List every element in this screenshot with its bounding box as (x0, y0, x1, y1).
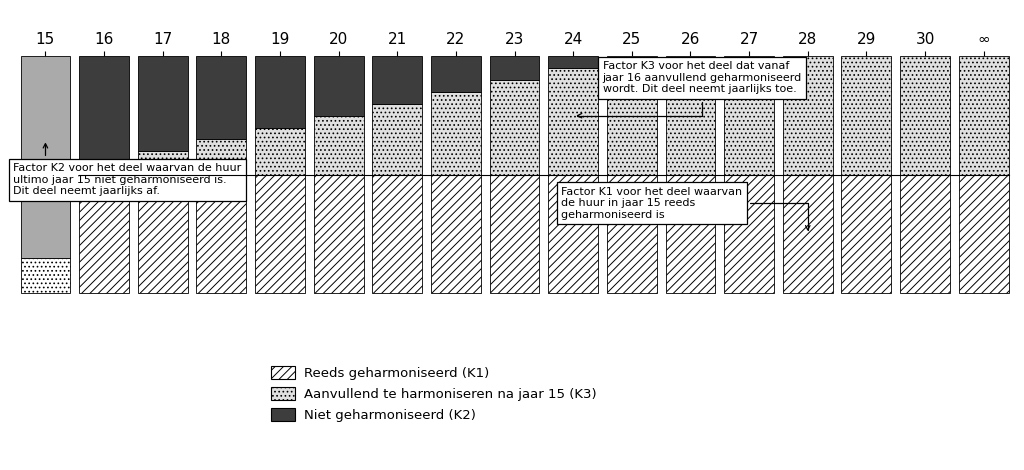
Bar (197, 175, 247, 293)
Bar (607, 56, 656, 175)
Text: Factor K3 voor het deel dat vanaf
jaar 16 aanvullend geharmoniseerd
wordt. Dit d: Factor K3 voor het deel dat vanaf jaar 1… (578, 61, 802, 118)
Bar (197, 56, 247, 140)
Bar (489, 56, 540, 80)
Bar (197, 140, 247, 175)
Bar (548, 175, 598, 293)
Bar (313, 175, 364, 293)
Bar (842, 175, 891, 293)
Bar (138, 175, 187, 293)
Bar (255, 127, 305, 175)
Bar (138, 151, 187, 175)
Bar (900, 56, 950, 175)
Bar (666, 56, 716, 175)
Bar (724, 175, 774, 293)
Bar (138, 56, 187, 151)
Bar (607, 175, 656, 293)
Bar (373, 104, 422, 175)
Bar (20, 258, 71, 293)
Bar (900, 175, 950, 293)
Bar (489, 80, 540, 175)
Bar (79, 163, 129, 175)
Bar (958, 175, 1009, 293)
Bar (782, 175, 833, 293)
Bar (79, 175, 129, 293)
Bar (842, 56, 891, 175)
Bar (431, 175, 481, 293)
Text: Factor K2 voor het deel waarvan de huur
ultimo jaar 15 niet geharmoniseerd is.
D: Factor K2 voor het deel waarvan de huur … (13, 143, 242, 196)
Bar (255, 56, 305, 127)
Bar (255, 175, 305, 293)
Bar (20, 56, 71, 258)
Text: Factor K1 voor het deel waarvan
de huur in jaar 15 reeds
geharmoniseerd is: Factor K1 voor het deel waarvan de huur … (561, 187, 810, 230)
Bar (724, 56, 774, 175)
Bar (548, 68, 598, 175)
Bar (313, 56, 364, 116)
Bar (489, 175, 540, 293)
Legend: Reeds geharmoniseerd (K1), Aanvullend te harmoniseren na jaar 15 (K3), Niet geha: Reeds geharmoniseerd (K1), Aanvullend te… (267, 362, 601, 426)
Bar (373, 56, 422, 104)
Bar (431, 92, 481, 175)
Bar (958, 56, 1009, 175)
Bar (666, 175, 716, 293)
Bar (548, 56, 598, 68)
Bar (79, 56, 129, 163)
Bar (431, 56, 481, 92)
Bar (313, 116, 364, 175)
Bar (373, 175, 422, 293)
Bar (782, 56, 833, 175)
